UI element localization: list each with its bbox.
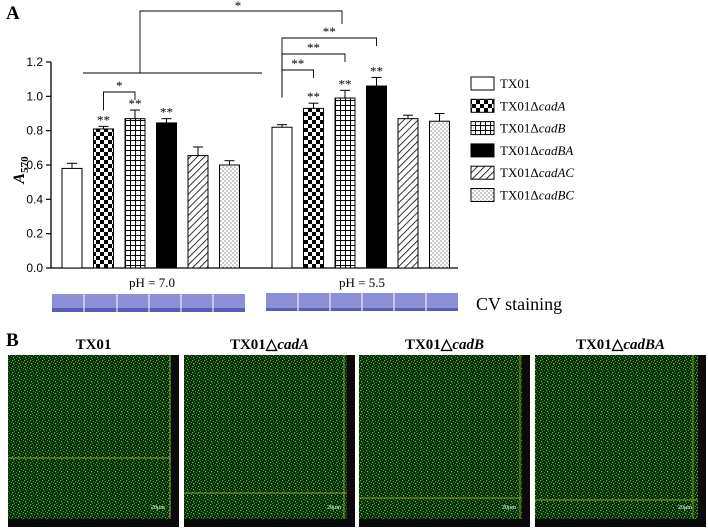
image-title-gene: cadA	[277, 337, 309, 353]
significance-mark: **	[307, 89, 320, 104]
image-bottom-projection	[535, 519, 706, 527]
legend: TX01TX01ΔcadATX01ΔcadBTX01ΔcadBATX01Δcad…	[470, 76, 574, 203]
panel-b-label: B	[6, 330, 19, 351]
image-title: TX01△cadA	[230, 337, 309, 353]
legend-swatch	[470, 143, 495, 158]
y-tick-label: 1.2	[26, 55, 43, 69]
significance-mark: **	[160, 105, 173, 120]
panel-a-label: A	[6, 3, 20, 24]
image-side-projection	[171, 355, 179, 527]
bar-cadAC-group0	[187, 155, 209, 269]
legend-label-main: TX01Δ	[500, 165, 539, 180]
image-title-main: TX01△	[405, 337, 453, 353]
image-title: TX01△cadB	[405, 337, 484, 353]
y-tick-label: 0.8	[26, 124, 43, 138]
bar-cadA-group0	[93, 128, 114, 269]
legend-label: TX01ΔcadB	[500, 121, 565, 136]
significance-bracket	[281, 37, 377, 98]
scale-bar-label: 20μm	[151, 505, 165, 511]
group-label-ph55: pH = 5.5	[339, 275, 385, 290]
significance-brackets: *******	[83, 24, 377, 111]
legend-label-main: TX01Δ	[500, 143, 539, 158]
y-tick-label: 0.6	[26, 158, 43, 172]
bar-cadA-group1	[303, 107, 324, 269]
significance-bracket-label: *	[116, 78, 123, 93]
significance-bracket-label: **	[323, 24, 336, 39]
legend-label-gene: cadAC	[539, 165, 575, 180]
legend-label-gene: cadB	[539, 121, 566, 136]
image-title-main: TX01△	[230, 337, 278, 353]
scale-bar-label: 20μm	[327, 505, 341, 511]
bar-wt-group1	[271, 126, 293, 269]
legend-label-main: TX01Δ	[500, 188, 539, 203]
image-title-main: TX01△	[576, 337, 624, 353]
legend-swatch	[470, 76, 495, 91]
cv-staining-strip-ph55	[266, 293, 458, 311]
scale-bar-label: 20μm	[502, 505, 516, 511]
y-axis-title-main: A	[11, 173, 28, 185]
significance-mark: **	[370, 63, 383, 78]
image-title-gene: cadBA	[623, 337, 665, 353]
bar-wt-group0	[61, 167, 83, 269]
image-bottom-projection	[184, 519, 355, 527]
legend-label: TX01ΔcadA	[500, 98, 565, 113]
significance-bracket-label: **	[307, 40, 320, 55]
bar-cadBC-group0	[219, 164, 240, 269]
legend-swatch	[470, 165, 495, 180]
bar-layer: ** ** ** ** ** **	[61, 63, 450, 269]
bar-cadBA-group0	[156, 122, 177, 269]
microscopy-panel: TX0120μmTX01△cadA20μmTX01△cadB20μmTX01△c…	[8, 337, 706, 527]
legend-label: TX01ΔcadAC	[500, 165, 574, 180]
y-tick-label: 1.0	[26, 89, 43, 103]
scale-bar-label: 20μm	[678, 505, 692, 511]
bar-cadAC-group1	[397, 118, 419, 269]
image-side-projection	[522, 355, 530, 527]
y-tick-label: 0.0	[26, 261, 43, 275]
y-tick-label: 0.2	[26, 227, 43, 241]
legend-label-main: TX01Δ	[500, 98, 539, 113]
cv-staining-strip-ph70	[52, 294, 245, 312]
bar-cadB-group0	[124, 118, 146, 269]
significance-mark: **	[97, 112, 110, 127]
y-axis-title-sub: 570	[19, 156, 31, 173]
cv-staining-label: CV staining	[476, 294, 562, 314]
significance-mark: **	[339, 76, 352, 91]
image-bottom-projection	[359, 519, 530, 527]
legend-swatch	[470, 98, 495, 113]
legend-swatch	[470, 188, 495, 202]
confocal-image	[535, 355, 706, 527]
y-axis-title: A570	[11, 156, 31, 185]
confocal-image	[359, 355, 530, 527]
legend-label-gene: cadBC	[539, 188, 575, 203]
significance-bracket-label: **	[291, 56, 304, 71]
bar-cadBA-group1	[366, 85, 387, 269]
significance-bracket	[103, 91, 136, 111]
image-bottom-projection	[8, 519, 179, 527]
image-title-main: TX01	[76, 337, 112, 353]
image-title: TX01△cadBA	[576, 337, 665, 353]
bar-cadBC-group1	[429, 120, 450, 269]
legend-label: TX01ΔcadBA	[500, 143, 573, 158]
legend-label-gene: cadA	[539, 98, 566, 113]
legend-label-main: TX01Δ	[500, 121, 539, 136]
group-label-ph70: pH = 7.0	[129, 275, 175, 290]
legend-label: TX01	[500, 76, 530, 91]
legend-label-main: TX01	[500, 76, 530, 91]
confocal-image	[8, 355, 179, 527]
image-side-projection	[347, 355, 355, 527]
cross-group-bracket-label: *	[235, 0, 242, 13]
image-title: TX01	[76, 337, 112, 353]
y-axis-ticks: 0.0 0.2 0.4 0.6 0.8 1.0 1.2	[26, 55, 51, 275]
bar-cadB-group1	[334, 97, 356, 269]
significance-mark: **	[129, 96, 142, 111]
legend-label: TX01ΔcadBC	[500, 188, 574, 203]
image-side-projection	[698, 355, 706, 527]
legend-swatch	[470, 121, 495, 136]
confocal-image	[184, 355, 355, 527]
y-tick-label: 0.4	[26, 192, 43, 206]
legend-label-gene: cadBA	[539, 143, 574, 158]
image-title-gene: cadB	[452, 337, 484, 353]
cross-group-bracket: *	[139, 0, 343, 73]
